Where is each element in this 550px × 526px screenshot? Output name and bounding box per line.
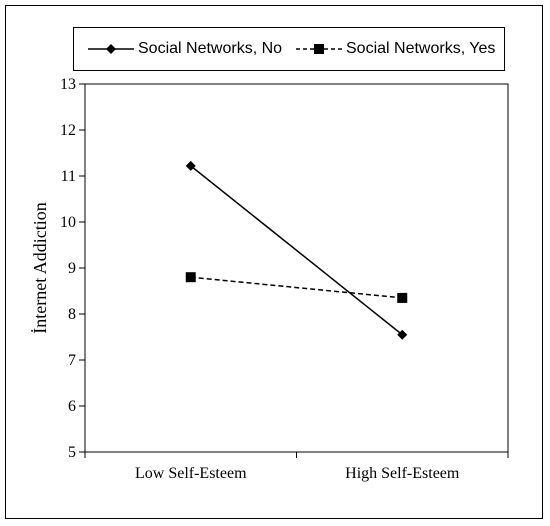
y-tick-label: 12: [60, 122, 76, 139]
legend-item-social-networks-no: Social Networks, No: [88, 28, 282, 70]
y-tick-label: 6: [68, 398, 76, 415]
y-tick-label: 10: [60, 214, 76, 231]
series-line: [190, 165, 403, 336]
y-axis: 5 6 7 8 9 10 11 12 13: [60, 76, 85, 461]
series-layer: [185, 160, 408, 340]
y-tick-label: 9: [68, 260, 76, 277]
data-point-diamond: [397, 329, 408, 340]
figure-frame: [5, 5, 543, 519]
dashed-square-line-icon: [296, 44, 342, 54]
x-axis: Low Self-Esteem High Self-Esteem: [84, 452, 509, 482]
x-tick-label: High Self-Esteem: [345, 465, 460, 482]
series-2: [185, 272, 408, 303]
solid-diamond-line-icon: [88, 44, 134, 54]
y-tick-label: 11: [61, 168, 76, 185]
y-tick-label: 13: [60, 76, 76, 93]
legend-label-social-networks-no: Social Networks, No: [138, 40, 283, 57]
legend-label-social-networks-yes: Social Networks, Yes: [346, 40, 496, 57]
y-axis-title: İnternet Addiction: [30, 202, 50, 333]
data-point-square: [397, 292, 408, 303]
legend-item-social-networks-yes: Social Networks, Yes: [296, 28, 495, 70]
y-tick-label: 5: [68, 444, 76, 461]
y-tick-label: 7: [68, 352, 76, 369]
plot-area-border: [84, 83, 509, 453]
y-tick-label: 8: [68, 306, 76, 323]
series-1: [185, 160, 408, 340]
data-point-diamond: [185, 160, 196, 171]
legend: Social Networks, No Social Networks, Yes: [73, 27, 505, 71]
series-line: [190, 276, 403, 299]
data-point-square: [185, 272, 196, 283]
x-tick-label: Low Self-Esteem: [135, 465, 247, 482]
